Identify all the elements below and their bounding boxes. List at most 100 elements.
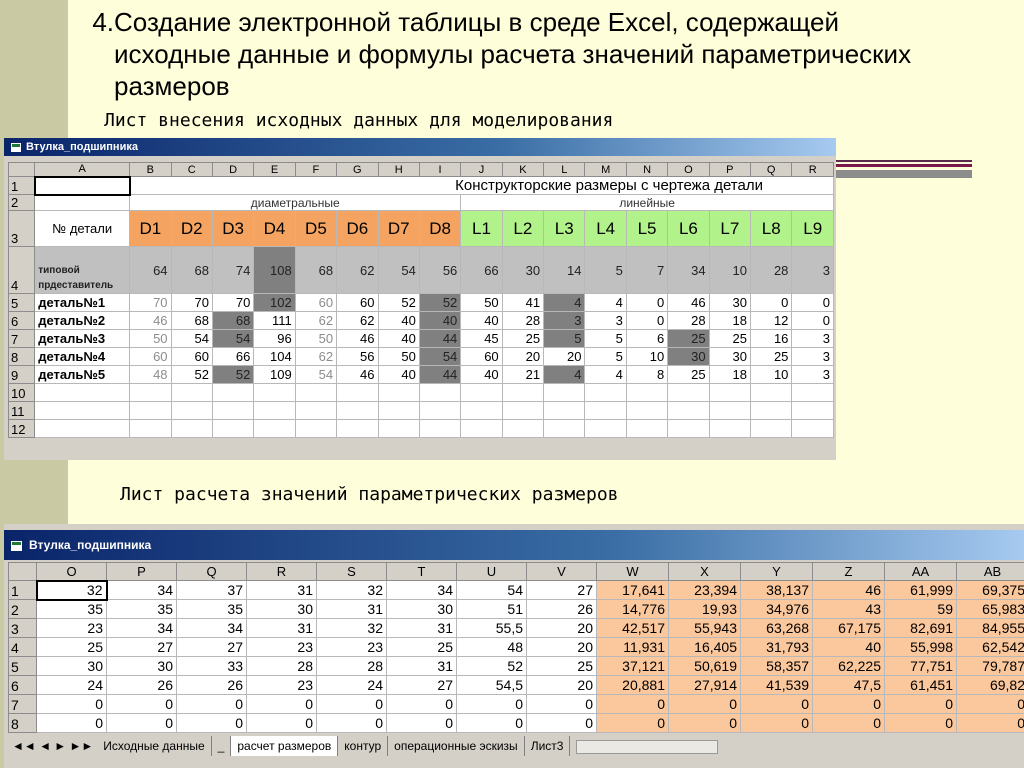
data-cell[interactable]: 0 [740,713,813,733]
data-cell[interactable]: 18 [708,311,752,330]
data-cell[interactable]: 25 [386,637,457,657]
data-cell[interactable]: 58,357 [740,656,813,676]
data-cell[interactable]: 30 [36,656,107,676]
data-cell[interactable]: 45 [460,329,503,348]
data-cell[interactable]: 19,93 [668,599,741,619]
cell[interactable] [708,383,752,402]
data-cell[interactable]: 3 [543,311,586,330]
data-cell[interactable]: 0 [386,713,457,733]
row-header[interactable]: 2 [7,194,36,211]
data-cell[interactable]: 20 [526,618,597,638]
column-header[interactable]: D [211,162,255,177]
data-cell[interactable]: 40 [812,637,885,657]
data-cell[interactable]: 25 [750,347,793,366]
cell[interactable] [253,419,296,438]
data-cell[interactable]: 70 [211,293,255,312]
data-cell[interactable]: 27 [106,637,177,657]
cell[interactable] [34,194,131,211]
data-cell[interactable]: 0 [625,293,669,312]
data-cell[interactable]: 23,394 [668,580,741,600]
cell[interactable] [170,401,213,420]
column-header[interactable]: Z [812,562,885,581]
data-cell[interactable]: 0 [791,293,834,312]
data-cell[interactable]: 5 [584,329,627,348]
data-cell[interactable]: 63,268 [740,618,813,638]
data-cell[interactable]: 66 [211,347,255,366]
data-cell[interactable]: 20 [526,675,597,695]
column-header[interactable]: P [708,162,752,177]
data-cell[interactable]: 4 [543,365,586,384]
data-cell[interactable]: 0 [596,713,669,733]
row-header[interactable]: 2 [8,599,37,619]
data-cell[interactable]: 24 [316,675,387,695]
data-cell[interactable]: 3 [791,329,834,348]
data-cell[interactable]: 0 [106,713,177,733]
data-cell[interactable]: 23 [36,618,107,638]
data-cell[interactable]: 0 [176,713,247,733]
data-cell[interactable]: 26 [176,675,247,695]
data-cell[interactable]: 0 [386,694,457,714]
data-cell[interactable]: 41,539 [740,675,813,695]
column-header[interactable]: AA [884,562,957,581]
cell[interactable] [460,383,503,402]
data-cell[interactable]: 70 [170,293,213,312]
row-header[interactable]: 5 [8,656,37,676]
data-cell[interactable]: 96 [253,329,296,348]
sheet-tab[interactable]: Лист3 [525,736,571,756]
data-cell[interactable]: 25 [36,637,107,657]
data-cell[interactable]: 34,976 [740,599,813,619]
data-cell[interactable]: 48 [129,365,172,384]
column-header[interactable]: O [36,562,107,581]
row-header[interactable]: 9 [7,365,36,384]
cell[interactable] [170,419,213,438]
data-cell[interactable]: 62,225 [812,656,885,676]
typical-value[interactable]: 10 [708,246,752,294]
data-cell[interactable]: 10 [750,365,793,384]
data-cell[interactable]: 50 [294,329,338,348]
data-cell[interactable]: 25 [667,365,710,384]
data-cell[interactable]: 62 [294,347,338,366]
row-header[interactable]: 5 [7,293,36,312]
column-header[interactable]: Y [740,562,813,581]
part-name[interactable]: деталь№2 [34,311,131,330]
data-cell[interactable]: 111 [253,311,296,330]
data-cell[interactable]: 23 [316,637,387,657]
data-cell[interactable]: 0 [740,694,813,714]
data-cell[interactable]: 31 [386,656,457,676]
cell[interactable] [129,383,172,402]
data-cell[interactable]: 43 [812,599,885,619]
cell[interactable] [377,401,420,420]
cell[interactable] [543,383,586,402]
row-header[interactable]: 10 [7,383,36,402]
row-header[interactable]: 7 [8,694,37,714]
data-cell[interactable]: 0 [36,694,107,714]
cell[interactable] [501,383,545,402]
data-cell[interactable]: 34 [106,580,177,600]
cell[interactable] [377,419,420,438]
data-cell[interactable]: 62 [294,311,338,330]
data-cell[interactable]: 0 [668,713,741,733]
data-cell[interactable]: 0 [791,311,834,330]
typical-value[interactable]: 14 [543,246,586,294]
column-header[interactable]: M [584,162,627,177]
cell[interactable] [129,419,172,438]
data-cell[interactable]: 46 [812,580,885,600]
data-cell[interactable]: 46 [129,311,172,330]
cell[interactable] [460,401,503,420]
row-header[interactable]: 3 [7,210,36,247]
data-cell[interactable]: 0 [36,713,107,733]
column-header[interactable]: E [253,162,296,177]
data-cell[interactable]: 37,121 [596,656,669,676]
cell[interactable] [418,383,462,402]
data-cell[interactable]: 30 [708,347,752,366]
cell[interactable] [129,401,172,420]
column-header[interactable]: N [625,162,669,177]
cell[interactable] [791,401,834,420]
data-cell[interactable]: 31 [316,599,387,619]
column-header[interactable]: I [418,162,462,177]
data-cell[interactable]: 69,82 [956,675,1024,695]
data-cell[interactable]: 52 [377,293,420,312]
data-cell[interactable]: 10 [625,347,669,366]
data-cell[interactable]: 27 [386,675,457,695]
cell[interactable] [584,383,627,402]
